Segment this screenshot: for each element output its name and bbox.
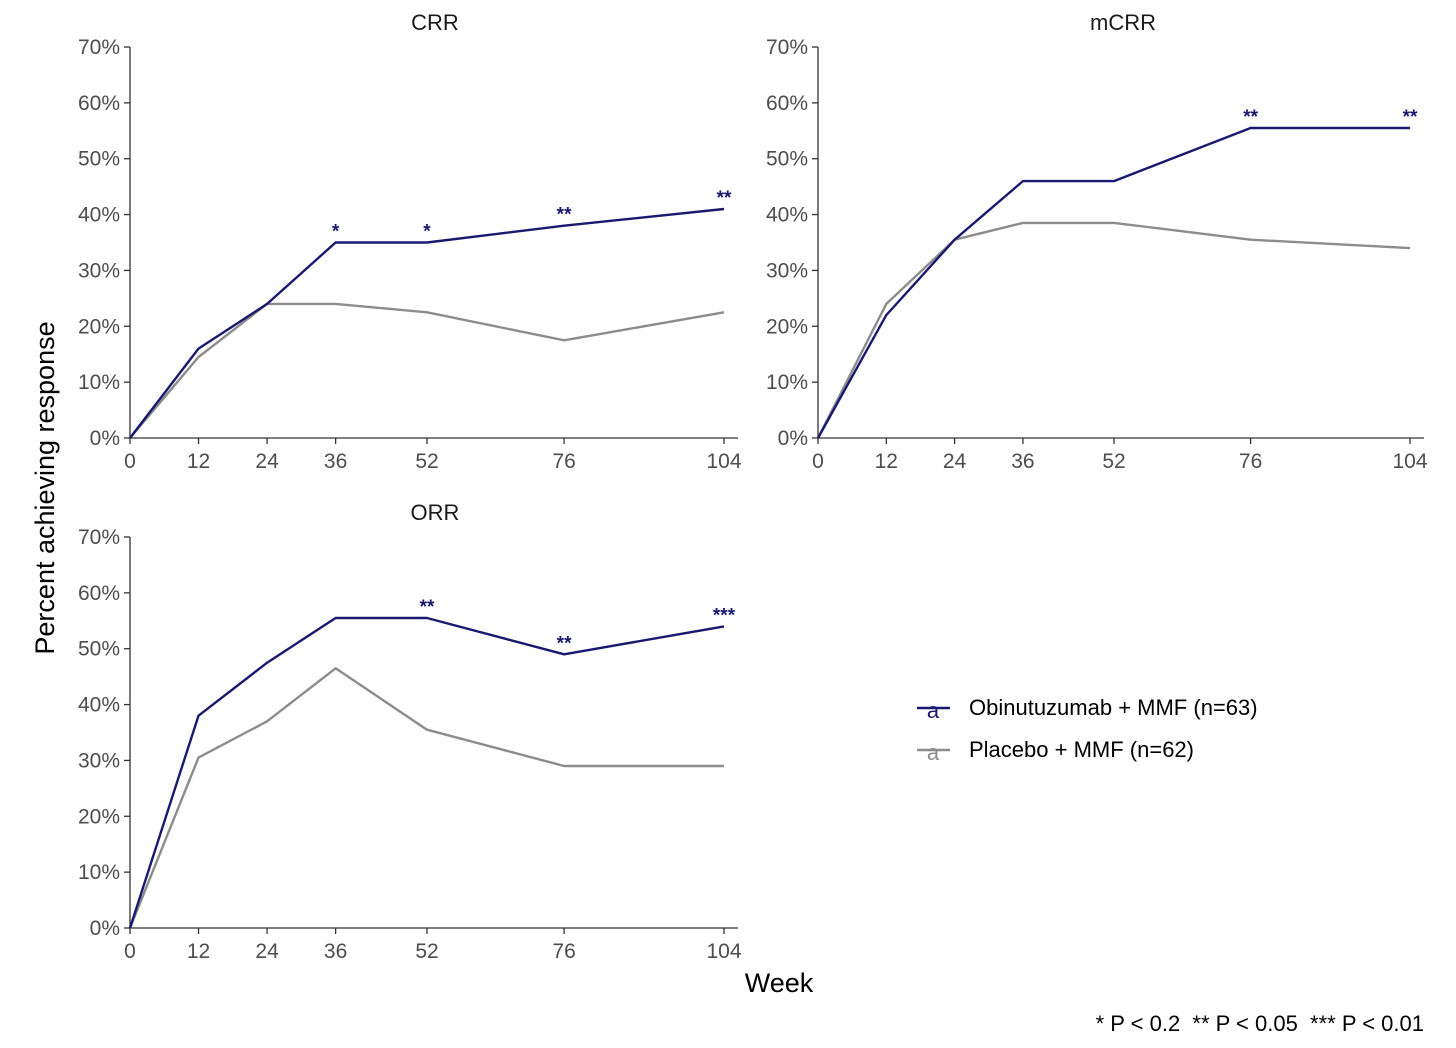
y-tick-label-orr: 40%: [78, 694, 120, 717]
significance-marker-orr: **: [557, 633, 572, 654]
y-tick-label-orr: 20%: [78, 805, 120, 828]
significance-marker-crr: **: [557, 205, 572, 226]
legend-label-obinutuzumab: Obinutuzumab + MMF (n=63): [969, 695, 1258, 720]
panel-mcrr: mCRR 0% 10% 20% 30% 40% 50% 60% 70% 0 12 24 36 52 76 10…: [766, 10, 1428, 473]
significance-marker-crr: *: [423, 222, 431, 243]
legend-label-placebo: Placebo + MMF (n=62): [969, 737, 1194, 762]
x-tick-label-crr: 12: [187, 450, 210, 473]
y-tick-label-mcrr: 70%: [766, 36, 808, 59]
x-tick-label-mcrr: 12: [875, 450, 898, 473]
significance-footnote: * P < 0.2 ** P < 0.05 *** P < 0.01: [1096, 1011, 1424, 1036]
significance-marker-crr: **: [717, 188, 732, 209]
x-tick-label-crr: 52: [415, 450, 438, 473]
panel-title-mcrr: mCRR: [1090, 10, 1156, 35]
x-tick-label-mcrr: 24: [943, 450, 967, 473]
x-axis-title: Week: [745, 968, 814, 998]
panel-orr: ORR 0% 10% 20% 30% 40% 50% 60% 70% 0 12 24 36 52 76 104…: [78, 500, 742, 963]
legend-item-placebo: a Placebo + MMF (n=62): [917, 737, 1194, 765]
significance-marker-crr: *: [332, 222, 340, 243]
y-tick-label-mcrr: 40%: [766, 204, 808, 227]
x-tick-label-orr: 36: [324, 940, 347, 963]
y-tick-label-crr: 40%: [78, 204, 120, 227]
chart-panels: CRR 0% 10% 20% 30% 40% 50% 60% 70% 0 12 24 36 52 76 104…: [78, 10, 1428, 963]
panel-title-crr: CRR: [411, 10, 459, 35]
y-tick-label-mcrr: 10%: [766, 371, 808, 394]
y-tick-label-crr: 20%: [78, 315, 120, 338]
y-tick-label-orr: 70%: [78, 526, 120, 549]
x-tick-label-orr: 12: [187, 940, 210, 963]
y-tick-label-crr: 50%: [78, 148, 120, 171]
y-tick-label-mcrr: 60%: [766, 92, 808, 115]
x-tick-label-crr: 104: [706, 450, 741, 473]
series-line-obinutuzumab-orr: [128, 616, 725, 929]
series-line-placebo-crr: [129, 302, 725, 439]
x-tick-label-mcrr: 36: [1011, 450, 1034, 473]
y-tick-label-orr: 0%: [90, 917, 120, 940]
y-tick-label-crr: 30%: [78, 259, 120, 282]
x-tick-label-crr: 0: [124, 450, 136, 473]
y-tick-label-crr: 0%: [90, 427, 120, 450]
x-tick-label-crr: 36: [324, 450, 347, 473]
significance-marker-orr: ***: [713, 605, 736, 626]
y-tick-label-orr: 60%: [78, 582, 120, 605]
x-tick-label-orr: 104: [706, 940, 741, 963]
panel-crr: CRR 0% 10% 20% 30% 40% 50% 60% 70% 0 12 24 36 52 76 104…: [78, 10, 742, 473]
x-tick-label-mcrr: 52: [1102, 450, 1125, 473]
x-tick-label-mcrr: 0: [812, 450, 824, 473]
y-tick-label-orr: 50%: [78, 638, 120, 661]
significance-marker-orr: **: [420, 597, 435, 618]
series-line-placebo-mcrr: [816, 221, 1411, 439]
y-tick-label-orr: 30%: [78, 749, 120, 772]
series-line-obinutuzumab-mcrr: [816, 126, 1410, 439]
x-tick-label-orr: 76: [552, 940, 575, 963]
legend-key-glyph-placebo: a: [927, 740, 940, 765]
y-tick-label-orr: 10%: [78, 861, 120, 884]
series-line-placebo-orr: [128, 667, 724, 929]
series-line-obinutuzumab-crr: [129, 207, 725, 439]
y-tick-label-mcrr: 20%: [766, 315, 808, 338]
panel-title-orr: ORR: [411, 500, 460, 525]
y-tick-label-crr: 70%: [78, 36, 120, 59]
significance-marker-mcrr: **: [1403, 107, 1418, 128]
legend: a Obinutuzumab + MMF (n=63) a Placebo + …: [917, 695, 1258, 765]
x-tick-label-orr: 52: [415, 940, 438, 963]
legend-key-glyph-obinutuzumab: a: [927, 698, 940, 723]
y-tick-label-crr: 60%: [78, 92, 120, 115]
y-tick-label-mcrr: 30%: [766, 259, 808, 282]
x-tick-label-crr: 24: [255, 450, 279, 473]
x-tick-label-mcrr: 76: [1239, 450, 1262, 473]
y-tick-label-mcrr: 0%: [778, 427, 808, 450]
legend-item-obinutuzumab: a Obinutuzumab + MMF (n=63): [917, 695, 1258, 723]
x-tick-label-orr: 24: [255, 940, 279, 963]
x-tick-label-crr: 76: [552, 450, 575, 473]
y-tick-label-mcrr: 50%: [766, 148, 808, 171]
x-tick-label-mcrr: 104: [1392, 450, 1427, 473]
significance-marker-mcrr: **: [1243, 107, 1258, 128]
y-axis-title: Percent achieving response: [30, 321, 60, 654]
x-tick-label-orr: 0: [124, 940, 136, 963]
y-tick-label-crr: 10%: [78, 371, 120, 394]
